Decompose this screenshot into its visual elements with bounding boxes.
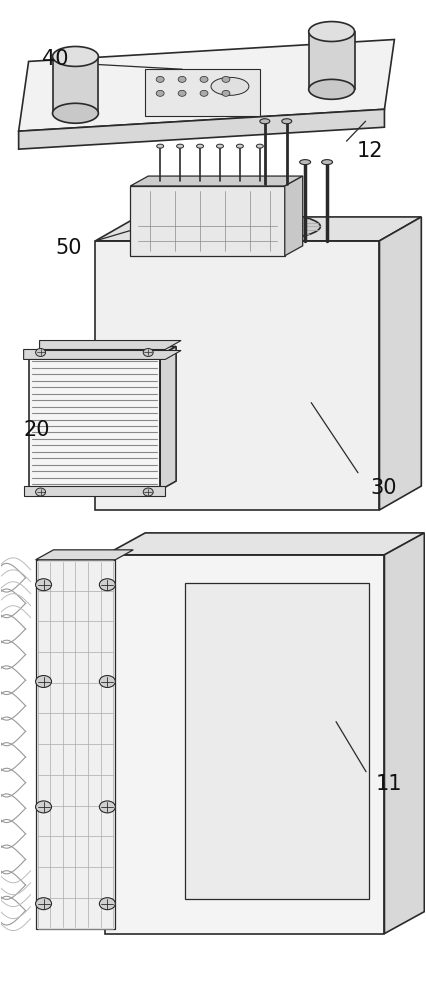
Ellipse shape bbox=[52, 46, 98, 66]
Text: 50: 50 bbox=[55, 238, 82, 258]
Ellipse shape bbox=[143, 348, 153, 356]
Ellipse shape bbox=[196, 144, 204, 148]
Ellipse shape bbox=[322, 160, 333, 165]
Ellipse shape bbox=[309, 79, 354, 99]
Text: 20: 20 bbox=[23, 420, 50, 440]
Ellipse shape bbox=[99, 801, 115, 813]
Ellipse shape bbox=[222, 90, 230, 96]
Ellipse shape bbox=[177, 144, 184, 148]
Polygon shape bbox=[19, 109, 384, 149]
Polygon shape bbox=[23, 341, 181, 359]
Polygon shape bbox=[23, 486, 165, 496]
Ellipse shape bbox=[156, 90, 164, 96]
Polygon shape bbox=[36, 560, 115, 929]
Ellipse shape bbox=[157, 144, 164, 148]
Polygon shape bbox=[185, 583, 369, 899]
Polygon shape bbox=[95, 217, 421, 241]
Polygon shape bbox=[29, 355, 160, 490]
Ellipse shape bbox=[99, 579, 115, 591]
Ellipse shape bbox=[36, 579, 52, 591]
Text: 12: 12 bbox=[356, 141, 383, 161]
Ellipse shape bbox=[178, 76, 186, 82]
Polygon shape bbox=[384, 533, 424, 934]
Ellipse shape bbox=[200, 76, 208, 82]
Ellipse shape bbox=[256, 144, 263, 148]
Ellipse shape bbox=[151, 211, 320, 242]
Ellipse shape bbox=[216, 144, 224, 148]
Text: 11: 11 bbox=[376, 774, 403, 794]
Ellipse shape bbox=[143, 488, 153, 496]
Polygon shape bbox=[105, 555, 384, 934]
Ellipse shape bbox=[309, 22, 354, 41]
Ellipse shape bbox=[200, 90, 208, 96]
Ellipse shape bbox=[36, 898, 52, 910]
Ellipse shape bbox=[99, 676, 115, 687]
Ellipse shape bbox=[156, 76, 164, 82]
Ellipse shape bbox=[299, 160, 311, 165]
Ellipse shape bbox=[36, 488, 46, 496]
Polygon shape bbox=[285, 176, 303, 256]
Polygon shape bbox=[145, 69, 260, 116]
Polygon shape bbox=[130, 186, 285, 256]
Ellipse shape bbox=[282, 119, 292, 124]
Polygon shape bbox=[160, 347, 176, 490]
Ellipse shape bbox=[236, 144, 243, 148]
Ellipse shape bbox=[99, 898, 115, 910]
Ellipse shape bbox=[36, 801, 52, 813]
Polygon shape bbox=[380, 217, 421, 510]
Polygon shape bbox=[105, 533, 424, 555]
Polygon shape bbox=[309, 32, 354, 89]
Text: 30: 30 bbox=[370, 478, 397, 498]
Ellipse shape bbox=[178, 90, 186, 96]
Polygon shape bbox=[52, 56, 98, 113]
Ellipse shape bbox=[36, 676, 52, 687]
Ellipse shape bbox=[36, 348, 46, 356]
Polygon shape bbox=[36, 550, 133, 560]
Ellipse shape bbox=[260, 119, 270, 124]
Polygon shape bbox=[19, 40, 394, 131]
Text: 40: 40 bbox=[42, 49, 69, 69]
Ellipse shape bbox=[222, 76, 230, 82]
Ellipse shape bbox=[211, 77, 249, 95]
Polygon shape bbox=[130, 176, 303, 186]
Polygon shape bbox=[29, 347, 176, 355]
Ellipse shape bbox=[52, 103, 98, 123]
Polygon shape bbox=[95, 241, 380, 510]
